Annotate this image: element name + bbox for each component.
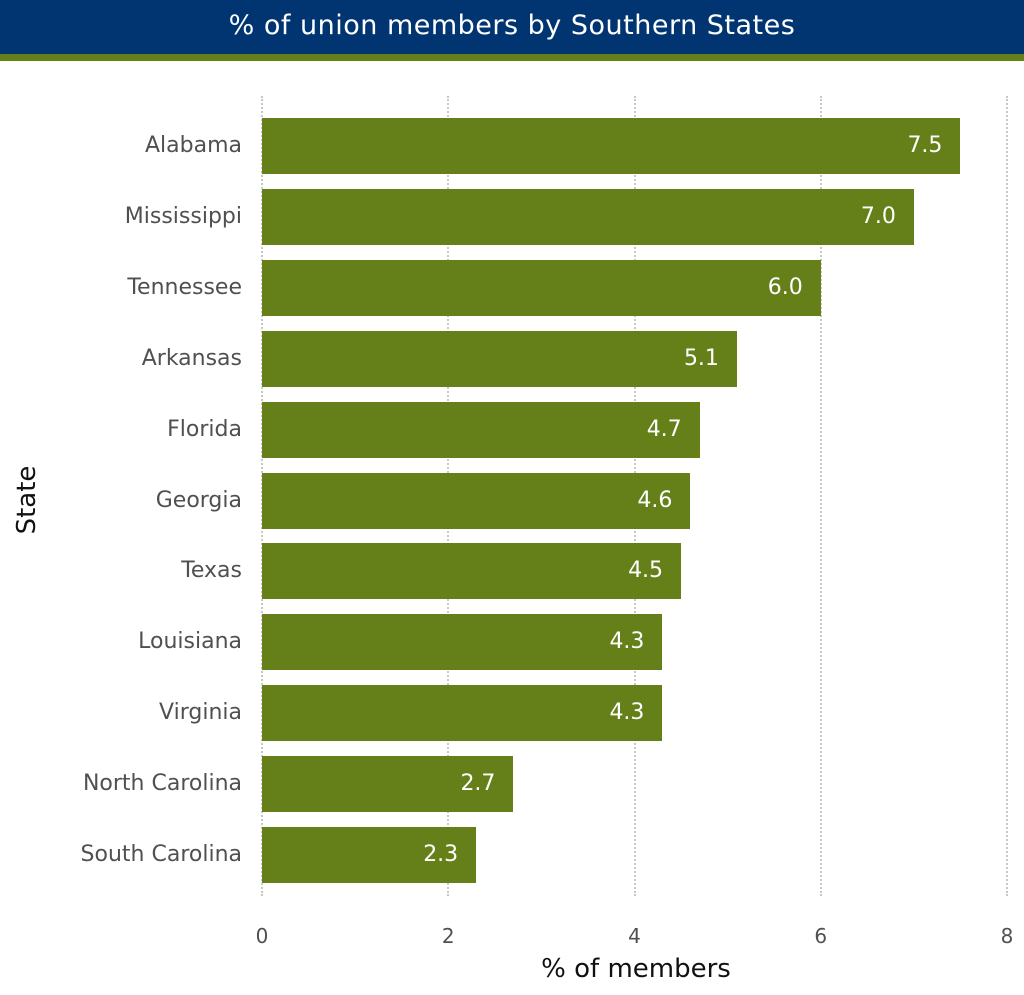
bar: 4.7: [262, 401, 700, 458]
bar: 4.5: [262, 543, 682, 600]
bar: 4.3: [262, 685, 663, 742]
x-axis-label: % of members: [541, 954, 731, 984]
gridline: [819, 96, 822, 896]
x-tick-label: 2: [441, 924, 455, 948]
category-label: Florida: [167, 416, 242, 442]
bar: 4.6: [262, 472, 691, 529]
bar-value-label: 7.0: [860, 203, 896, 229]
category-label: Georgia: [155, 487, 242, 513]
chart-title-banner: % of union members by Southern States: [0, 0, 1024, 54]
bar: 7.5: [262, 118, 961, 174]
bar-value-label: 4.3: [609, 700, 645, 726]
bar: 2.3: [262, 827, 477, 883]
bar-value-label: 2.3: [423, 842, 459, 867]
x-tick-label: 4: [628, 924, 641, 948]
category-label: Arkansas: [141, 345, 242, 371]
accent-stripe: [0, 54, 1024, 61]
bar-value-label: 4.7: [646, 416, 682, 442]
x-tick-label: 0: [255, 924, 269, 948]
bar-value-label: 5.1: [683, 345, 719, 371]
category-label: Texas: [181, 558, 242, 584]
x-tick-label: 8: [1000, 924, 1014, 948]
chart-title: % of union members by Southern States: [228, 10, 796, 41]
category-label: Mississippi: [124, 203, 242, 229]
category-label: North Carolina: [82, 771, 242, 797]
category-label: Louisiana: [138, 629, 242, 655]
y-axis-label: State: [12, 465, 42, 535]
bar: 7.0: [262, 188, 914, 245]
bar: 5.1: [262, 330, 737, 387]
category-label: Tennessee: [127, 274, 242, 300]
bar: 6.0: [262, 259, 821, 316]
x-tick-label: 6: [814, 924, 828, 948]
bar-value-label: 4.3: [609, 629, 645, 655]
category-label: South Carolina: [80, 842, 242, 867]
bar: 2.7: [262, 756, 514, 813]
bar: 4.3: [262, 614, 663, 671]
category-label: Virginia: [159, 700, 242, 726]
bar-value-label: 2.7: [460, 771, 496, 797]
bar-value-label: 4.6: [637, 487, 673, 513]
bar-value-label: 7.5: [907, 133, 943, 158]
bar-value-label: 6.0: [767, 274, 803, 300]
bar-value-label: 4.5: [628, 558, 664, 584]
category-label: Alabama: [144, 133, 242, 158]
gridline: [1006, 96, 1008, 896]
